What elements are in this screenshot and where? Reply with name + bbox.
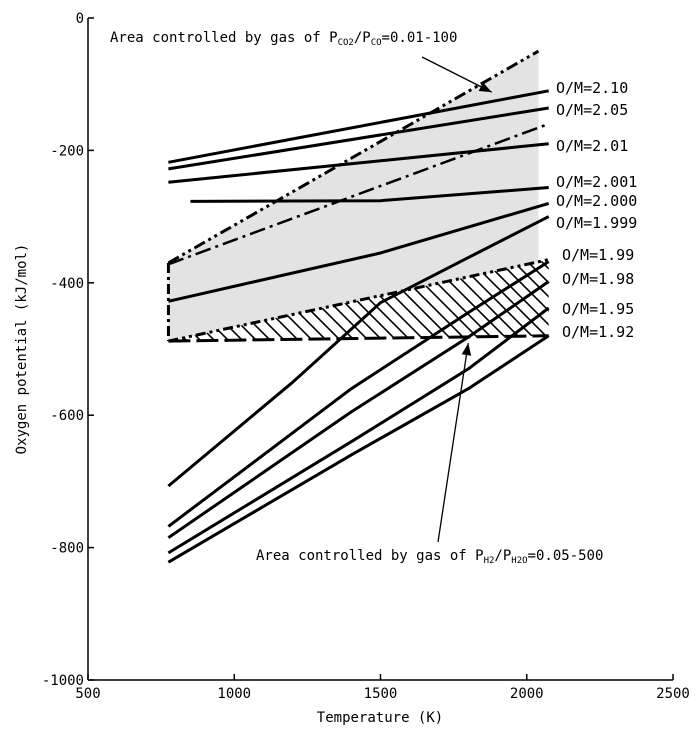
curve-label-8: O/M=1.95 xyxy=(562,300,634,318)
ticks-layer: 500 1000 1500 2000 2500 0 -200 -400 -600 -800 -100… xyxy=(42,11,690,702)
curve-label-9: O/M=1.92 xyxy=(562,323,634,341)
co2-co-area-annotation: Area controlled by gas of PCO2/PCO=0.01-… xyxy=(110,30,457,48)
y-tick-label-2: -400 xyxy=(50,276,84,292)
series-line-8 xyxy=(167,306,550,555)
x-tick-label-4: 2500 xyxy=(656,686,690,702)
series-line-6 xyxy=(167,260,550,528)
series-line-1 xyxy=(168,106,549,171)
series-line-2 xyxy=(168,142,549,184)
h2-h2o-arrow-head xyxy=(461,343,472,356)
h2-h2o-area-annotation: Area controlled by gas of PH2/PH2O=0.05-… xyxy=(256,548,603,566)
x-tick-label-3: 2000 xyxy=(510,686,544,702)
y-tick-label-1: -200 xyxy=(50,143,84,159)
series-line-4 xyxy=(168,201,550,303)
x-axis-label: Temperature (K) xyxy=(317,710,443,726)
curve-label-1: O/M=2.05 xyxy=(556,101,628,119)
y-tick-label-5: -1000 xyxy=(42,673,84,689)
co2-co-inner-line xyxy=(167,122,550,266)
curve-label-4: O/M=2.000 xyxy=(556,192,637,210)
y-tick-label-0: 0 xyxy=(76,11,84,27)
curve-labels-layer: O/M=2.10 O/M=2.05 O/M=2.01 O/M=2.001O/M=2.0… xyxy=(556,79,637,341)
h2-h2o-lower-boundary xyxy=(168,334,549,343)
series-layer xyxy=(167,89,550,564)
curve-label-5: O/M=1.999 xyxy=(556,214,637,232)
curve-label-2: O/M=2.01 xyxy=(556,137,628,155)
x-tick-label-0: 500 xyxy=(75,686,100,702)
curve-label-3: O/M=2.001 xyxy=(556,173,637,191)
co2-co-arrow-head xyxy=(478,82,492,93)
y-axis-label: Oxygen potential (kJ/mol) xyxy=(14,244,30,455)
h2-h2o-upper-boundary xyxy=(168,258,550,343)
co2-co-arrow-line xyxy=(421,56,492,93)
h2-h2o-arrow-line xyxy=(437,342,469,543)
y-tick-label-4: -800 xyxy=(50,541,84,557)
series-line-3 xyxy=(190,186,549,203)
series-line-0 xyxy=(168,89,549,164)
co2-co-upper-boundary xyxy=(167,49,540,265)
curve-label-6: O/M=1.99 xyxy=(562,246,634,264)
x-tick-label-1: 1000 xyxy=(217,686,251,702)
series-line-9 xyxy=(167,334,550,564)
series-line-7 xyxy=(167,280,550,539)
x-tick-label-2: 1500 xyxy=(364,686,398,702)
series-line-5 xyxy=(167,215,550,488)
curve-label-7: O/M=1.98 xyxy=(562,270,634,288)
annotations-layer: Area controlled by gas of PCO2/PCO=0.01-… xyxy=(110,30,603,566)
curve-label-0: O/M=2.10 xyxy=(556,79,628,97)
y-tick-label-3: -600 xyxy=(50,408,84,424)
